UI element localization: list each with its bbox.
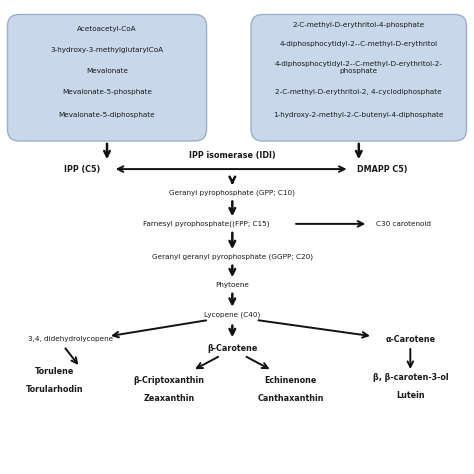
Text: Geranyl geranyl pyrophosphate (GGPP; C20): Geranyl geranyl pyrophosphate (GGPP; C20…	[152, 254, 313, 260]
Text: DMAPP C5): DMAPP C5)	[357, 164, 408, 173]
Text: Canthaxanthin: Canthaxanthin	[258, 394, 324, 403]
Text: α-Carotene: α-Carotene	[385, 335, 436, 344]
Text: Lycopene (C40): Lycopene (C40)	[204, 311, 260, 318]
FancyBboxPatch shape	[8, 15, 207, 141]
Text: 2-C-methyl-D-erythritol-2, 4-cyclodiphosphate: 2-C-methyl-D-erythritol-2, 4-cyclodiphos…	[275, 89, 442, 95]
Text: Lutein: Lutein	[396, 391, 425, 400]
Text: Acetoacetyl-CoA: Acetoacetyl-CoA	[77, 26, 137, 32]
Text: 3,4, didehydrolycopene: 3,4, didehydrolycopene	[28, 336, 113, 342]
Text: 4-diphosphocytidyl-2--C-methyl-D-erythritol: 4-diphosphocytidyl-2--C-methyl-D-erythri…	[280, 41, 438, 47]
Text: IPP (C5): IPP (C5)	[64, 164, 100, 173]
Text: Mevalonate: Mevalonate	[86, 68, 128, 73]
Text: Geranyl pyrophosphate (GPP; C10): Geranyl pyrophosphate (GPP; C10)	[169, 189, 295, 196]
FancyBboxPatch shape	[251, 15, 466, 141]
Text: Mevalonate-5-diphosphate: Mevalonate-5-diphosphate	[59, 112, 155, 118]
Text: Phytoene: Phytoene	[215, 282, 249, 288]
Text: Mevalonate-5-phosphate: Mevalonate-5-phosphate	[62, 89, 152, 95]
Text: Farnesyl pyrophosphate((FPP; C15): Farnesyl pyrophosphate((FPP; C15)	[143, 220, 270, 227]
Text: C30 carotenoid: C30 carotenoid	[376, 221, 431, 227]
Text: Torulene: Torulene	[35, 367, 74, 376]
Text: 1-hydroxy-2-methyl-2-C-butenyl-4-diphosphate: 1-hydroxy-2-methyl-2-C-butenyl-4-diphosp…	[273, 112, 444, 118]
Text: Echinenone: Echinenone	[264, 376, 317, 385]
Text: 4-diphosphocytidyl-2--C-methyl-D-erythritol-2-
phosphate: 4-diphosphocytidyl-2--C-methyl-D-erythri…	[275, 61, 443, 74]
Text: 2-C-methyl-D-erythritol-4-phosphate: 2-C-methyl-D-erythritol-4-phosphate	[292, 22, 425, 28]
Text: β-Criptoxanthin: β-Criptoxanthin	[134, 376, 205, 385]
Text: β, β-caroten-3-ol: β, β-caroten-3-ol	[373, 373, 448, 382]
Text: Zeaxanthin: Zeaxanthin	[144, 394, 195, 403]
Text: 3-hydroxy-3-methylglutarylCoA: 3-hydroxy-3-methylglutarylCoA	[50, 46, 164, 53]
Text: Torularhodin: Torularhodin	[26, 385, 83, 394]
Text: β-Carotene: β-Carotene	[207, 344, 257, 353]
Text: IPP isomerase (IDI): IPP isomerase (IDI)	[189, 152, 276, 161]
